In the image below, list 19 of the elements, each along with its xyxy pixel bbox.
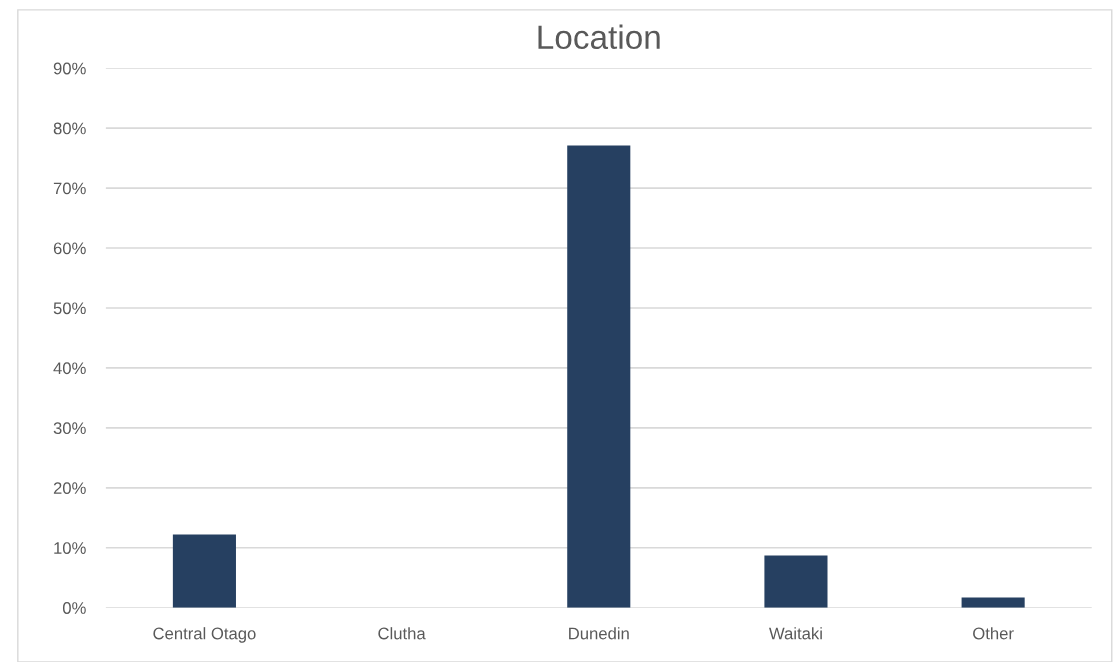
chart-title: Location <box>538 24 660 50</box>
x-tick-label: Central Otago <box>153 627 256 643</box>
x-tick-label: Other <box>973 627 1014 640</box>
y-tick-label: 30% <box>53 422 86 435</box>
y-tick-label: 80% <box>53 122 86 135</box>
x-tick-label: Clutha <box>378 627 426 640</box>
y-tick-label: 90% <box>53 62 86 75</box>
y-tick-label: 20% <box>53 482 86 495</box>
bar <box>764 555 828 608</box>
y-tick-label: 0% <box>62 602 86 614</box>
y-tick-label: 70% <box>53 182 86 195</box>
x-tick-label: Waitaki <box>769 627 822 640</box>
y-tick-label: 60% <box>53 242 86 255</box>
y-tick-label: 40% <box>53 362 86 375</box>
y-tick-label: 10% <box>54 542 86 554</box>
x-tick-label: Dunedin <box>569 627 629 640</box>
bar <box>172 534 236 608</box>
y-tick-label: 50% <box>53 302 86 315</box>
bar <box>567 145 631 608</box>
